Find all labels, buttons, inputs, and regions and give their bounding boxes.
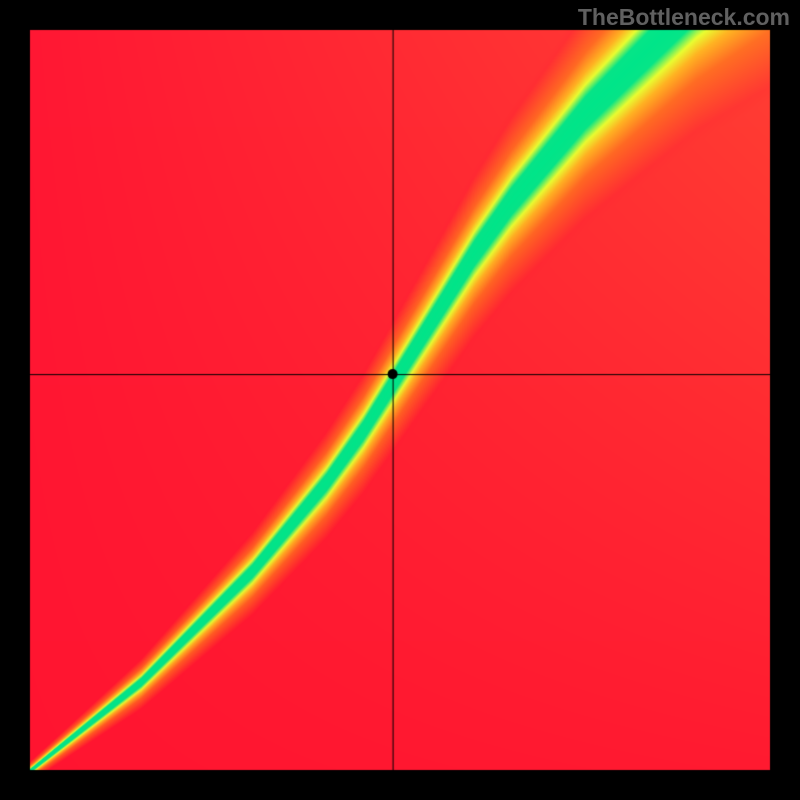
heatmap-canvas (0, 0, 800, 800)
watermark-label: TheBottleneck.com (578, 4, 790, 31)
chart-container: { "watermark": "TheBottleneck.com", "cha… (0, 0, 800, 800)
